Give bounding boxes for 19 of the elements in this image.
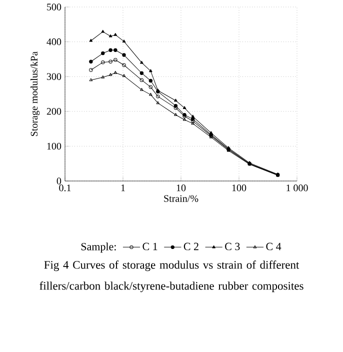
y-tick-label: 400 (46, 38, 62, 46)
y-tick-label: 100 (47, 142, 62, 150)
x-tick-label: 1 000 (286, 184, 308, 192)
x-tick-label: 1 (121, 184, 125, 192)
legend-label: C 3 (225, 242, 240, 250)
legend-label: C 2 (184, 242, 198, 250)
x-axis-title: Strain/% (164, 195, 198, 202)
y-tick-label: 0 (56, 178, 62, 184)
legend-label: C 1 (142, 242, 158, 250)
legend-label: C 4 (266, 242, 282, 250)
y-tick-label: 300 (46, 73, 62, 80)
legend-title: Sample: (81, 242, 116, 253)
caption: Fig 4 Curves of storage modulus vs strain of different fillers/carbon black/styrene-butadiene rubber composites (40, 260, 304, 292)
x-tick-label: 0.1 (59, 184, 71, 192)
x-tick-label: 10 (176, 184, 186, 192)
y-tick-label: 200 (46, 108, 62, 115)
y-tick-label: 500 (47, 4, 62, 10)
y-axis-title: Storage modulus/kPa (30, 52, 40, 136)
x-tick-label: 100 (232, 184, 246, 192)
